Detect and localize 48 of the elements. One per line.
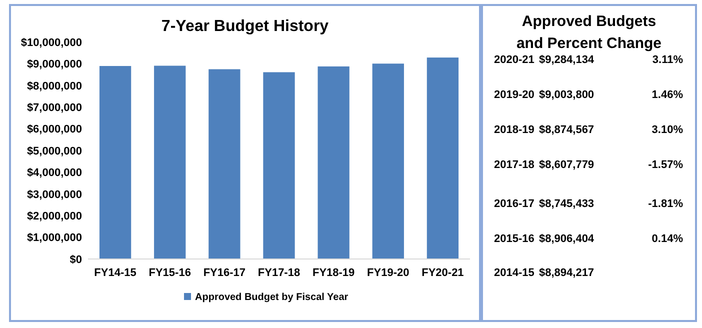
category-label: 2015-16 <box>494 233 534 245</box>
y-tick-label: $1,000,000 <box>26 232 82 244</box>
data-label: $8,745,433 <box>539 198 594 210</box>
y-tick-label: $9,000,000 <box>26 58 82 71</box>
data-label: $9,003,800 <box>539 89 594 101</box>
y-tick-label: $10,000,000 <box>20 36 82 49</box>
x-tick-label: FY19-20 <box>367 267 410 279</box>
y-tick-label: $7,000,000 <box>26 102 82 114</box>
bar <box>154 66 186 259</box>
x-tick-label: FY17-18 <box>258 267 300 279</box>
category-label: 2014-15 <box>494 267 534 279</box>
category-label: 2020-21 <box>494 54 534 66</box>
category-label: 2019-20 <box>494 89 534 101</box>
bar <box>426 58 459 259</box>
data-label: $8,894,217 <box>539 267 594 279</box>
legend-label: Approved Budget by Fiscal Year <box>195 292 348 303</box>
data-label: $8,607,779 <box>539 159 594 171</box>
x-tick-label: FY15-16 <box>148 267 191 279</box>
y-tick-label: $3,000,000 <box>26 188 82 201</box>
data-label: 1.46% <box>652 89 684 101</box>
y-tick-label: $5,000,000 <box>26 145 82 158</box>
text: Approved Budgets and Percent Change <box>516 13 662 52</box>
y-tick-label: $0 <box>70 254 82 266</box>
bar <box>372 64 404 259</box>
x-tick-label: FY18-19 <box>312 267 355 279</box>
y-tick-label: $6,000,000 <box>26 124 82 136</box>
y-tick-label: $8,000,000 <box>26 80 82 92</box>
bar <box>263 72 295 259</box>
bar <box>99 66 132 259</box>
y-tick-label: $2,000,000 <box>26 210 82 222</box>
bar <box>208 69 240 259</box>
data-label: -1.81% <box>648 198 684 210</box>
category-label: 2018-19 <box>494 124 534 136</box>
x-tick-label: FY16-17 <box>203 267 246 279</box>
data-label: -1.57% <box>648 159 684 171</box>
category-label: 2017-18 <box>494 159 534 171</box>
data-label: $8,906,404 <box>539 233 595 245</box>
data-label: 3.11% <box>652 54 684 66</box>
y-tick-label: $4,000,000 <box>26 167 82 180</box>
category-label: 2016-17 <box>494 198 534 210</box>
x-tick-label: FY20-21 <box>422 267 464 279</box>
x-tick-label: FY14-15 <box>94 267 136 279</box>
data-label: 0.14% <box>652 233 684 245</box>
bar <box>318 66 350 259</box>
data-label: $8,874,567 <box>539 124 594 136</box>
data-label: $9,284,134 <box>539 54 595 66</box>
chart-title: 7-Year Budget History <box>161 18 329 35</box>
data-label: 3.10% <box>652 124 684 136</box>
